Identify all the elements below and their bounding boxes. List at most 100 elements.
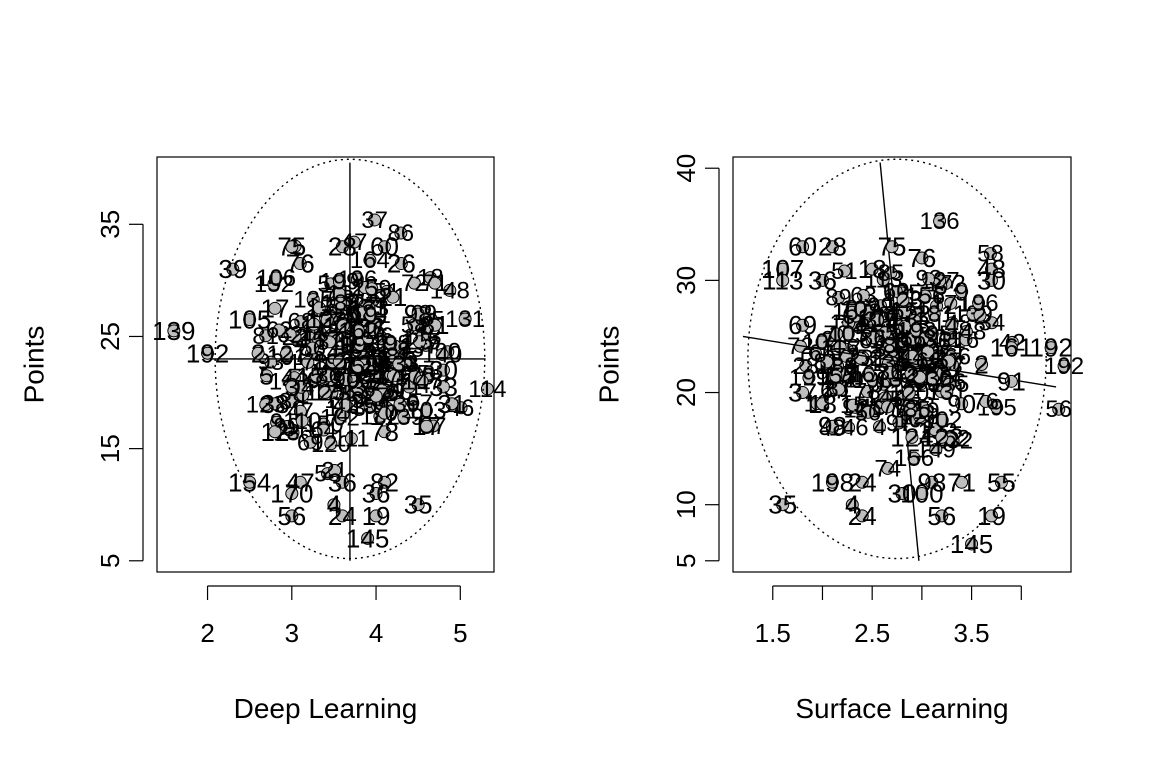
data-point (294, 315, 308, 329)
point-id-label: 71 (422, 270, 449, 297)
point-id-label: 76 (907, 243, 936, 273)
data-point (268, 425, 282, 439)
point-id-label: 51 (831, 258, 858, 285)
data-point (990, 400, 1004, 414)
y-axis: 5 15 25 35 (95, 210, 144, 568)
data-point (841, 327, 855, 341)
data-point (984, 509, 998, 523)
data-point (339, 372, 353, 386)
data-point (243, 313, 257, 327)
data-point (324, 437, 338, 451)
data-point (907, 451, 921, 465)
data-point (955, 285, 969, 299)
point-id-label: 4 (873, 414, 886, 441)
data-point (353, 338, 367, 352)
data-point (856, 288, 870, 302)
data-point (279, 347, 293, 361)
data-point (344, 431, 358, 445)
point-id-label: 37 (788, 378, 817, 408)
data-point (861, 405, 875, 419)
data-point (1052, 402, 1066, 416)
data-point (411, 307, 425, 321)
data-point (402, 380, 416, 394)
point-id-label: 170 (270, 478, 313, 508)
data-point (799, 359, 813, 373)
data-point (825, 240, 839, 254)
point-id-label: 21 (907, 364, 934, 391)
point-id-label: 55 (987, 467, 1016, 497)
point-id-label: 78 (370, 417, 399, 447)
point-id-label: 90 (947, 389, 976, 419)
data-point (832, 382, 846, 396)
point-id-label: 30 (888, 478, 917, 508)
point-id-label: 24 (848, 501, 877, 531)
point-id-label: 28 (818, 232, 847, 262)
data-point (333, 296, 347, 310)
data-point (328, 464, 342, 478)
data-point (913, 370, 927, 384)
data-point (293, 257, 307, 271)
point-id-label: 63 (850, 282, 877, 309)
x-axis: 2 3 4 5 (200, 585, 468, 648)
data-point (445, 397, 459, 411)
data-point (853, 302, 867, 316)
data-point (905, 349, 919, 363)
data-point (436, 380, 450, 394)
data-point (820, 355, 834, 369)
data-point (336, 319, 350, 333)
point-id-label: 2 (333, 349, 346, 376)
data-point (377, 240, 391, 254)
data-point (965, 537, 979, 551)
data-point (927, 423, 941, 437)
data-point (480, 382, 494, 396)
data-point (776, 273, 790, 287)
data-point (415, 374, 429, 388)
data-point (201, 346, 215, 360)
data-point (363, 253, 377, 267)
plot-frame (732, 156, 1072, 573)
point-id-label: 198 (811, 467, 854, 497)
point-id-label: 110 (283, 408, 321, 435)
y-axis: 5 10 20 30 40 (671, 154, 720, 568)
guides (742, 158, 1057, 561)
point-id-label: 75 (277, 232, 306, 262)
data-point (984, 273, 998, 287)
point-id-label: 125 (305, 380, 345, 407)
data-point (318, 386, 332, 400)
data-point (335, 475, 349, 489)
point-id-label: 25 (406, 329, 433, 356)
point-id-label: 139 (152, 316, 195, 346)
data-point (796, 318, 810, 332)
point-id-label: 75 (878, 232, 907, 262)
data-point (842, 420, 856, 434)
data-point (975, 358, 989, 371)
x-axis-label: Surface Learning (795, 693, 1008, 724)
point-id-label: 91 (997, 366, 1026, 396)
x-axis: 1.5 2.5 3.5 (755, 585, 1022, 648)
data-point (317, 423, 331, 437)
point-id-label: 24 (848, 467, 877, 497)
point-id-label: 193 (896, 317, 936, 344)
data-point (285, 240, 299, 254)
data-point (322, 369, 336, 383)
data-point (832, 291, 846, 305)
point-id-label: 17 (412, 411, 441, 441)
point-id-label: 114 (468, 376, 506, 403)
point-id-label: 111 (333, 425, 369, 452)
data-point (935, 430, 949, 444)
data-point (802, 371, 816, 385)
data-point (283, 328, 297, 342)
data-point (428, 276, 442, 290)
data-point (365, 282, 379, 296)
data-point (293, 475, 307, 489)
data-point (268, 397, 282, 411)
y-tick-label: 10 (671, 490, 701, 519)
point-id-label: 86 (387, 220, 414, 247)
point-id-label: 70 (371, 400, 398, 427)
data-point (955, 397, 969, 411)
data-point (384, 336, 398, 350)
point-id-label: 3 (285, 372, 299, 402)
point-id-label: 76 (972, 388, 999, 415)
data-point (935, 413, 949, 427)
data-point (397, 410, 411, 424)
